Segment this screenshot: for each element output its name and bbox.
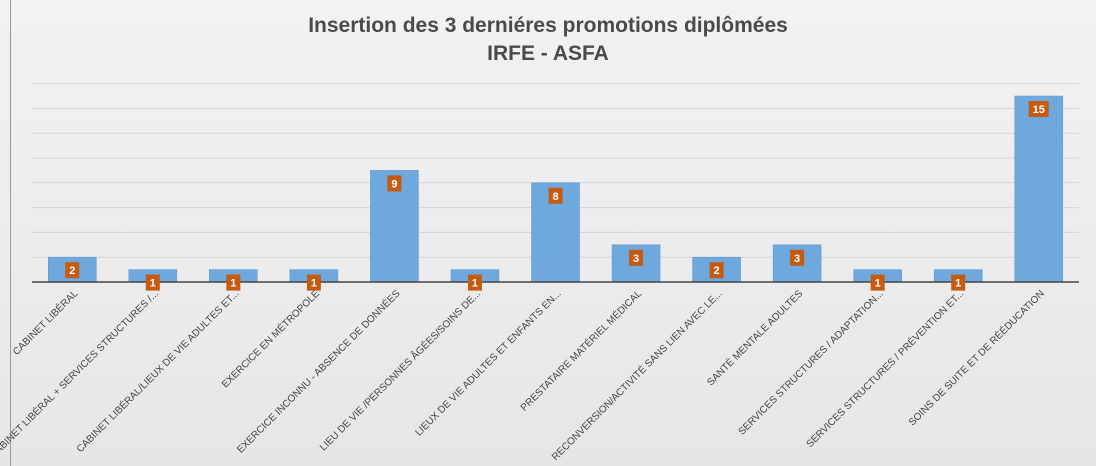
data-label-badge <box>709 262 724 279</box>
tick-label: SERVICES STRUCTURES / ADAPTATION... <box>737 288 886 437</box>
tick-label: SERVICES STRUCTURES / PRÉVENTION ET... <box>803 287 966 450</box>
data-label-badge <box>548 187 563 204</box>
data-label-badge <box>306 274 321 291</box>
tick-label: SOINS DE SUITE ET DE RÉÉDUCATION <box>906 287 1047 428</box>
data-label: 1 <box>150 278 156 290</box>
bar <box>1014 95 1063 283</box>
data-label: 8 <box>552 191 558 203</box>
tick-label: RECONVERSION/ACTIVITÉ SANS LIEN AVEC LE.… <box>549 287 725 463</box>
data-label: 2 <box>714 265 720 277</box>
data-label-badge <box>65 262 80 279</box>
data-label-badge <box>951 274 966 291</box>
data-label-badge <box>226 274 241 291</box>
data-label: 1 <box>311 278 317 290</box>
data-labels: 2 1 1 1 9 1 8 3 2 3 1 1 15 <box>65 101 1049 291</box>
data-label-badge <box>467 274 482 291</box>
data-label: 1 <box>472 278 478 290</box>
tick-label: EXERCICE INCONNU - ABSENCE DE DONNÉES <box>234 287 403 456</box>
tick-label: CABINET LIBÉRAL <box>10 287 81 358</box>
data-label: 1 <box>875 278 881 290</box>
tick-label: CABINET LIBÉRAL + SERVICES STRUCTURES /.… <box>0 287 161 461</box>
data-label: 1 <box>955 278 961 290</box>
data-label: 2 <box>69 265 75 277</box>
data-label-badge <box>629 249 644 266</box>
chart-title-block: Insertion des 3 derniéres promotions dip… <box>0 12 1096 68</box>
data-label-badge <box>145 274 160 291</box>
data-label-badge <box>790 249 805 266</box>
chart-subtitle: IRFE - ASFA <box>487 42 609 65</box>
chart-title: Insertion des 3 derniéres promotions dip… <box>308 14 788 37</box>
data-label-badge <box>870 274 885 291</box>
data-label: 1 <box>230 278 236 290</box>
data-label: 15 <box>1033 104 1045 116</box>
data-label-badge <box>1028 101 1049 117</box>
tick-label: LIEU DE VIE /PERSONNES ÂGÉES/SOINS DE... <box>317 287 483 453</box>
tick-label: CABINET LIBÉRAL/LIEUX DE VIE ADULTES ET.… <box>73 287 241 455</box>
tick-label: SANTÉ MENTALE ADULTES <box>704 287 806 389</box>
data-label: 9 <box>391 178 397 190</box>
data-label: 3 <box>633 253 639 265</box>
tick-label: LIEUX DE VIE ADULTES ET ENFANTS EN... <box>413 288 563 438</box>
data-label-badge <box>387 175 402 192</box>
chart-left-border <box>10 0 11 466</box>
data-label: 3 <box>794 253 800 265</box>
